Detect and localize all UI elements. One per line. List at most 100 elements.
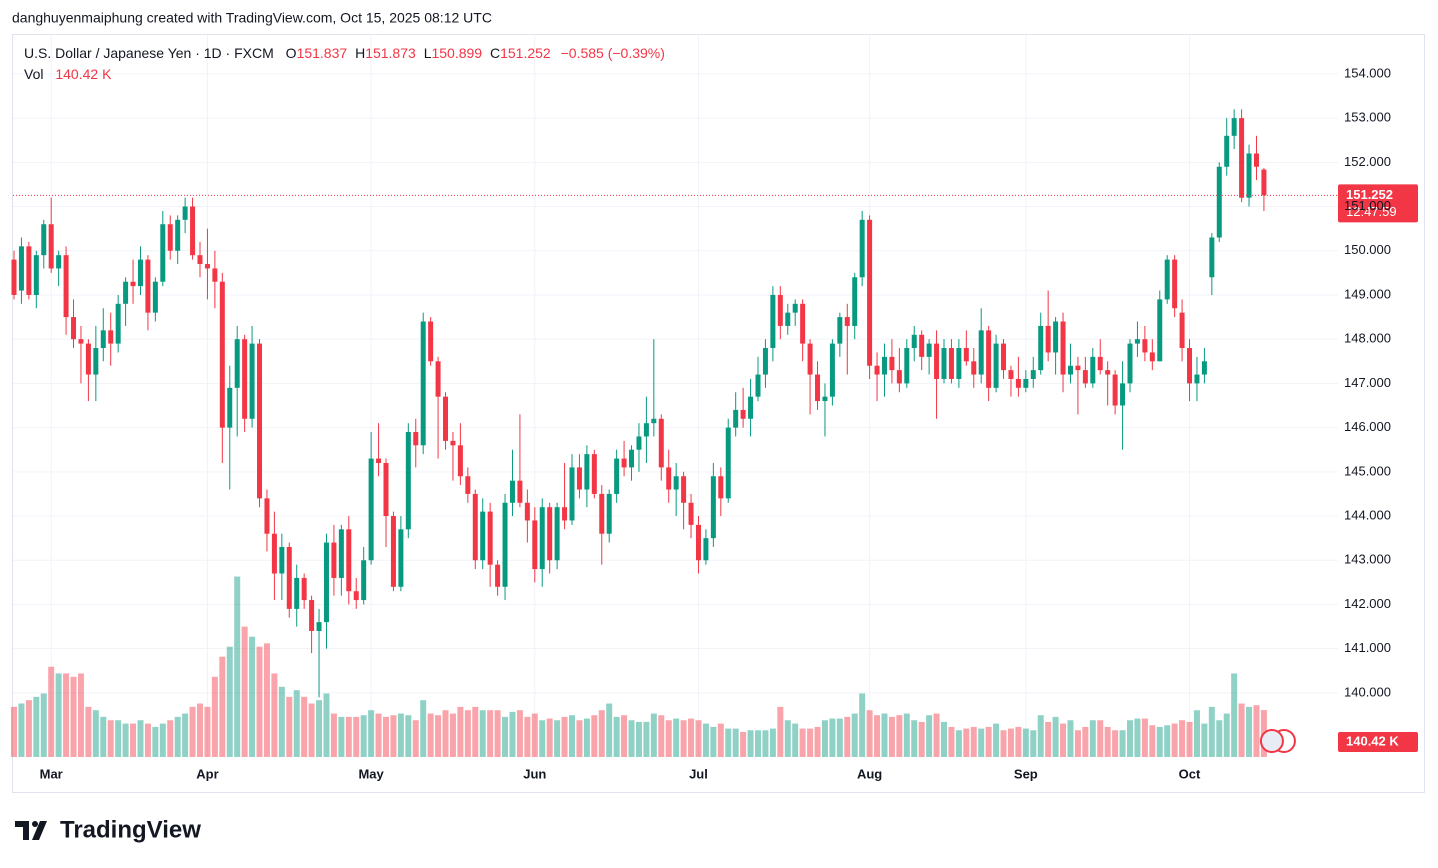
candle-body [100, 330, 106, 349]
last-price-label: 151.252 [1346, 187, 1393, 202]
candle-body [78, 339, 84, 344]
candle-body [286, 546, 292, 609]
y-tick-label: 142.000 [1344, 596, 1391, 611]
candle-body [554, 507, 560, 561]
volume-bar [115, 720, 122, 757]
volume-bar [1030, 730, 1037, 757]
logo: TradingView [15, 816, 201, 843]
volume-bar [792, 723, 799, 757]
volume-bar [621, 715, 628, 757]
volume-bar [665, 720, 672, 757]
volume-bar [256, 646, 263, 757]
candle-body [1239, 118, 1245, 198]
y-tick-label: 150.000 [1344, 242, 1391, 257]
candle-body [829, 343, 835, 397]
candle-body [688, 502, 694, 525]
candle-body [487, 511, 493, 565]
candle-body [629, 449, 635, 468]
candle-body [785, 312, 791, 326]
candle-body [398, 529, 404, 587]
candle-body [1105, 370, 1111, 375]
volume-bar [219, 656, 226, 757]
candle-body [919, 334, 925, 357]
volume-bar [1119, 730, 1126, 757]
volume-bar [561, 716, 568, 757]
grid [13, 35, 1338, 757]
volume-bar [948, 726, 955, 757]
candle-body [1231, 118, 1237, 136]
volume-bar [978, 728, 985, 757]
volume-bar [316, 700, 323, 757]
candle-body [383, 462, 389, 517]
candle-body [867, 219, 873, 366]
candle-body [651, 418, 657, 424]
volume-bar [1223, 713, 1230, 757]
volume-bar [673, 718, 680, 757]
volume-legend: Vol 140.42 K [24, 66, 112, 82]
candle-body [1142, 339, 1148, 353]
volume-bar [70, 676, 77, 757]
volume-bar [569, 715, 575, 757]
legend-key: H [355, 45, 365, 61]
volume-bar [918, 721, 925, 757]
candle-body [993, 343, 999, 388]
volume-bar [1246, 706, 1253, 757]
volume-bar [1156, 726, 1163, 757]
candle-body [1090, 356, 1096, 384]
volume-bar [159, 723, 166, 757]
candle-body [108, 330, 114, 344]
candle-body [1030, 370, 1036, 379]
candle-body [934, 343, 940, 379]
candle-body [41, 224, 47, 256]
logo-icon [15, 821, 29, 840]
volume-bar [1231, 673, 1238, 757]
candle-body [1187, 348, 1193, 384]
candle-body [212, 268, 218, 282]
volume-bar [48, 666, 55, 757]
candle-body [606, 493, 612, 534]
volume-bar [881, 713, 888, 757]
volume-bar [1127, 720, 1133, 757]
candle-body [264, 498, 270, 534]
volume-bar [293, 690, 300, 757]
volume-bar [896, 715, 903, 757]
candle-body [472, 493, 478, 561]
volume-bar [308, 703, 315, 757]
volume-bar [866, 710, 873, 757]
volume-bar [635, 721, 642, 757]
candle-body [428, 321, 434, 362]
volume-bar [606, 703, 613, 757]
volume-bar [100, 716, 107, 757]
candle-body [338, 529, 344, 578]
legend-key: L [424, 45, 432, 61]
candle-body [1253, 153, 1259, 167]
candle-body [390, 516, 396, 587]
volume-bar [516, 710, 523, 757]
legend-value: 151.252 [500, 45, 551, 61]
volume-bar [1052, 716, 1059, 757]
candle-body [331, 542, 337, 578]
volume-bar [531, 713, 538, 757]
candle-body [130, 281, 136, 287]
candle-body [971, 361, 977, 375]
volume-bar [591, 715, 598, 757]
candle-body [889, 356, 895, 371]
candle-body [1157, 299, 1163, 362]
volume-bar [799, 728, 806, 757]
logo-text: TradingView [60, 816, 201, 843]
candle-body [242, 339, 248, 419]
volume-bar [546, 718, 553, 757]
y-tick-label: 152.000 [1344, 154, 1391, 169]
x-tick-label: Sep [1014, 766, 1038, 781]
volume-bar [420, 700, 427, 757]
credit: danghuyenmaiphung created with TradingVi… [12, 10, 492, 26]
candle-body [1164, 259, 1170, 300]
candle-body [547, 507, 553, 561]
volume-bar [85, 706, 92, 757]
volume-bar [859, 693, 866, 757]
volume-bar [271, 673, 278, 757]
volume-bar [784, 720, 791, 757]
y-tick-label: 147.000 [1344, 375, 1391, 390]
candle-body [1179, 312, 1185, 349]
